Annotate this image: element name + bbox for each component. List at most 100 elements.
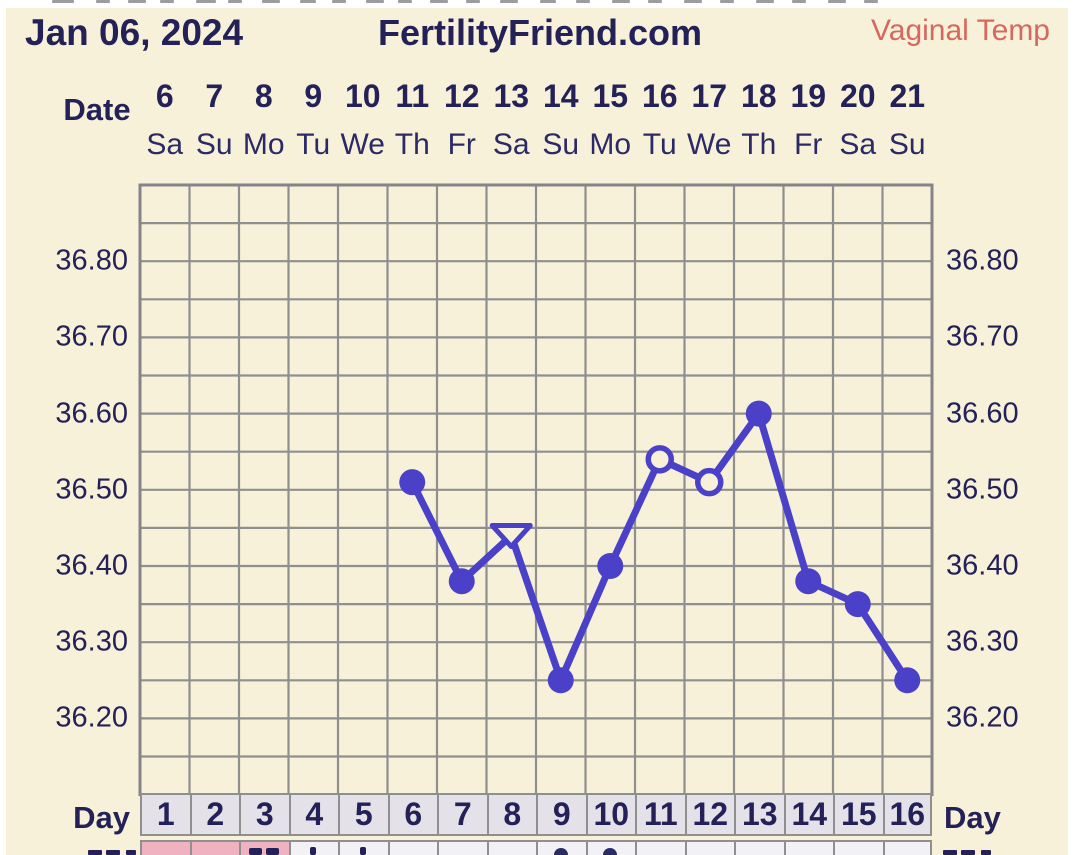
date-number-label: 20 bbox=[839, 78, 876, 114]
y-axis-label-right: 36.40 bbox=[946, 549, 1019, 582]
temp-point-filled[interactable] bbox=[894, 667, 921, 694]
weekday-label: Su bbox=[195, 128, 233, 161]
cropped-row-top-sliver bbox=[466, 0, 480, 3]
partial-row-cell bbox=[833, 840, 883, 855]
temperature-mode-label: Vaginal Temp bbox=[870, 14, 1050, 47]
cropped-row-top-sliver bbox=[828, 0, 846, 3]
temp-point-filled[interactable] bbox=[547, 667, 574, 694]
partial-row-cell bbox=[486, 840, 536, 855]
partial-row-cell bbox=[882, 840, 932, 855]
partial-row-cell bbox=[387, 840, 437, 855]
date-number-label: 15 bbox=[592, 78, 629, 114]
date-number-label: 8 bbox=[254, 78, 273, 114]
cropped-row-top-sliver bbox=[540, 0, 556, 3]
date-number-label: 21 bbox=[889, 78, 926, 114]
weekday-label: Th bbox=[741, 128, 777, 161]
date-number-label: 18 bbox=[740, 78, 777, 114]
temp-point-filled[interactable] bbox=[399, 469, 426, 496]
partial-row-label-sliver bbox=[126, 850, 136, 855]
cropped-row-top-sliver bbox=[684, 0, 702, 3]
cropped-row-top-sliver bbox=[576, 0, 590, 3]
cycle-day-cell[interactable]: 6 bbox=[387, 793, 437, 836]
weekday-label: Fr bbox=[447, 128, 476, 161]
cropped-row-top-sliver bbox=[300, 0, 316, 3]
temp-point-open-circle[interactable] bbox=[695, 467, 724, 497]
y-axis-label-left: 36.50 bbox=[55, 473, 128, 506]
date-number-label: 13 bbox=[493, 78, 530, 114]
partial-row-cell bbox=[585, 840, 635, 855]
cycle-day-cell[interactable]: 2 bbox=[189, 793, 239, 836]
weekday-label: Sa bbox=[492, 128, 530, 161]
partial-row-cell bbox=[734, 840, 784, 855]
y-axis-label-left: 36.80 bbox=[55, 244, 128, 277]
date-number-label: 17 bbox=[691, 78, 728, 114]
y-axis-label-right: 36.20 bbox=[946, 701, 1019, 734]
temp-point-filled[interactable] bbox=[597, 553, 624, 579]
cycle-day-cell[interactable]: 13 bbox=[734, 793, 784, 836]
y-axis-label-right: 36.50 bbox=[946, 473, 1019, 506]
date-number-label: 10 bbox=[344, 78, 381, 114]
y-axis-label-left: 36.20 bbox=[55, 701, 128, 734]
temp-point-filled[interactable] bbox=[448, 568, 475, 595]
weekday-label: Fr bbox=[794, 128, 823, 161]
cycle-day-cell[interactable]: 8 bbox=[486, 793, 536, 836]
site-title: FertilityFriend.com bbox=[377, 12, 703, 53]
y-axis-label-left: 36.60 bbox=[55, 397, 128, 430]
weekday-label: Sa bbox=[839, 128, 877, 161]
weekday-label: We bbox=[340, 128, 385, 161]
cycle-day-cell[interactable]: 11 bbox=[635, 793, 685, 836]
cycle-day-cell[interactable]: 5 bbox=[338, 793, 388, 836]
cropped-row-top-sliver bbox=[756, 0, 774, 3]
date-number-label: 11 bbox=[395, 78, 430, 114]
weekday-label: Mo bbox=[242, 128, 285, 161]
partial-row-cell bbox=[684, 840, 734, 855]
date-number-label: 16 bbox=[641, 78, 678, 114]
partial-row-label-sliver bbox=[961, 850, 975, 855]
cropped-row-top-sliver bbox=[366, 0, 384, 3]
cropped-row-top-sliver bbox=[864, 0, 878, 3]
date-number-label: 12 bbox=[443, 78, 480, 114]
cropped-row-top-sliver bbox=[262, 0, 280, 3]
cycle-day-cell[interactable]: 3 bbox=[239, 793, 289, 836]
weekday-label: Mo bbox=[589, 128, 632, 161]
day-axis-caption-right: Day bbox=[944, 800, 1001, 835]
y-axis-label-right: 36.80 bbox=[946, 244, 1019, 277]
temp-point-filled[interactable] bbox=[795, 568, 822, 595]
cycle-day-cell[interactable]: 4 bbox=[288, 793, 338, 836]
y-axis-label-right: 36.60 bbox=[946, 397, 1019, 430]
y-axis-label-right: 36.30 bbox=[946, 625, 1019, 658]
cycle-day-cell[interactable]: 10 bbox=[585, 793, 635, 836]
y-axis-label-right: 36.70 bbox=[946, 320, 1019, 353]
cycle-day-cell[interactable]: 1 bbox=[140, 793, 190, 836]
partial-row-symbol-sliver bbox=[310, 847, 317, 855]
weekday-label: Tu bbox=[642, 128, 677, 161]
partial-row-text-sliver bbox=[248, 848, 262, 855]
date-number-label: 19 bbox=[790, 78, 827, 114]
cycle-day-cell[interactable]: 16 bbox=[882, 793, 932, 836]
weekday-label: Tu bbox=[296, 128, 331, 161]
temp-point-open-circle[interactable] bbox=[645, 445, 674, 474]
partial-row-label-sliver bbox=[88, 850, 102, 855]
date-number-label: 6 bbox=[155, 78, 174, 114]
cycle-day-cell[interactable]: 9 bbox=[536, 793, 586, 836]
partial-row-cell bbox=[635, 840, 685, 855]
cycle-day-cell[interactable]: 12 bbox=[684, 793, 734, 836]
cycle-day-cell[interactable]: 15 bbox=[833, 793, 883, 836]
cropped-row-top-sliver bbox=[128, 0, 146, 3]
date-number-label: 9 bbox=[304, 78, 323, 114]
temp-point-filled[interactable] bbox=[745, 400, 772, 427]
cropped-row-top-sliver bbox=[160, 0, 174, 3]
partial-row-cell bbox=[437, 840, 487, 855]
cropped-row-top-sliver bbox=[500, 0, 518, 3]
temp-point-open-triangle[interactable] bbox=[489, 523, 533, 550]
partial-row-cell bbox=[783, 840, 833, 855]
partial-row-label-sliver bbox=[943, 850, 957, 855]
temp-point-filled[interactable] bbox=[844, 591, 871, 618]
partial-row-dot-sliver bbox=[603, 848, 618, 855]
cropped-row-top-sliver bbox=[52, 0, 74, 3]
cycle-day-cell[interactable]: 7 bbox=[437, 793, 487, 836]
cropped-row-top-sliver bbox=[96, 0, 110, 3]
cycle-day-cell[interactable]: 14 bbox=[783, 793, 833, 836]
